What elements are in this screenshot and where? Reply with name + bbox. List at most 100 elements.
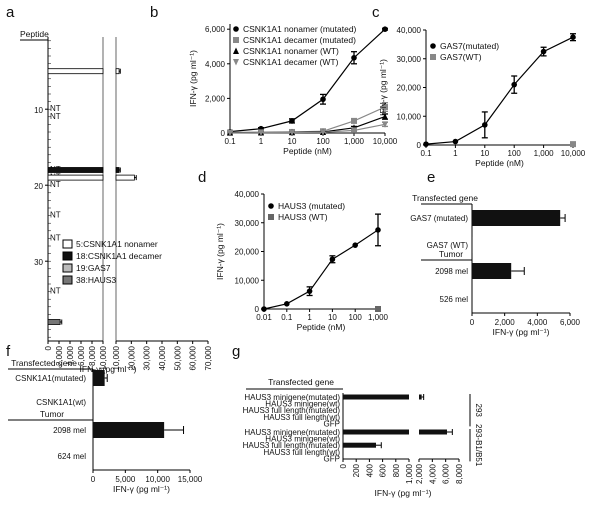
y-tick-label: 10,000 [235, 276, 260, 285]
x-tick-label: 0.01 [256, 313, 272, 322]
data-point [289, 129, 295, 136]
nt-label: NT [50, 112, 61, 121]
x-tick-label: 1,000 [344, 137, 365, 146]
y-tick-label: 0 [255, 305, 260, 314]
x-tick-label: 6,000 [560, 318, 581, 327]
x-tick-label: 20,000 [127, 345, 136, 370]
x-tick-label: 0 [44, 345, 53, 350]
y-axis-label: IFN-γ (pg ml⁻¹) [378, 59, 388, 116]
data-point [382, 121, 388, 128]
legend-entry: CSNK1A1 nonamer (WT) [243, 46, 339, 56]
x-tick-label: 0.1 [281, 313, 293, 322]
legend-marker [233, 26, 239, 32]
bar-tail [115, 174, 135, 181]
x-tick-label: 10 [288, 137, 297, 146]
x-axis-label: IFN-γ (pg ml⁻¹) [80, 364, 137, 374]
x-tick-label: 400 [365, 463, 374, 477]
panel-label-b: b [150, 4, 158, 21]
chart-b: 0.1 1 10 100 1,000 10,000 0 2,000 4,000 6,000 Pept… [188, 24, 398, 156]
category-label: HAUS3 full length(wt) [264, 448, 341, 457]
category-label: HAUS3 full length(mutated) [243, 441, 341, 450]
y-tick-label: 40,000 [397, 26, 422, 35]
category-label: GFP [324, 454, 340, 463]
chart-c: 0.1 1 10 100 1,000 10,000 0 10,000 20,000 30,000 4… [378, 26, 586, 168]
x-tick-label: 800 [392, 463, 401, 477]
data-point [540, 48, 547, 55]
x-tick-label: 1 [307, 313, 312, 322]
data-point [320, 129, 326, 136]
bar [472, 263, 512, 279]
y-tick-label: 30,000 [235, 219, 260, 228]
panel-label-d: d [198, 169, 206, 186]
legend-swatch [62, 251, 73, 261]
category-label: GAS7 (WT) [427, 241, 469, 250]
x-tick-label: 2,000 [415, 463, 424, 484]
bar-tail [419, 429, 447, 435]
series-line [263, 229, 379, 310]
data-point [306, 288, 313, 294]
series-line [229, 115, 386, 134]
x-tick-label: 6,000 [77, 345, 86, 366]
data-point [289, 118, 295, 124]
bar-tail [115, 167, 120, 173]
x-tick-label: 10 [480, 149, 489, 158]
y-tick-label: 0 [221, 129, 226, 138]
x-tick-label: 1,000 [368, 313, 389, 322]
bar [472, 210, 561, 226]
legend-entry: HAUS3 (WT) [278, 212, 328, 222]
data-point [351, 117, 357, 124]
legend-swatch [62, 275, 73, 285]
data-point [382, 26, 388, 32]
data-point [351, 54, 357, 61]
bar [93, 422, 165, 438]
legend-entry: 5:CSNK1A1 nonamer [76, 239, 158, 249]
x-tick-label: 50,000 [173, 345, 182, 370]
legend-entry: CSNK1A1 nonamer (mutated) [243, 24, 357, 34]
x-tick-label: 600 [379, 463, 388, 477]
group-header: Transfected gene [11, 358, 77, 368]
chart-d: 0.01 0.1 1 10 100 1,000 0 10,000 20,000 30,000 40,… [215, 190, 389, 332]
y-tick-label: 6,000 [205, 25, 226, 34]
category-label: HAUS3 minigene(wt) [265, 400, 340, 409]
x-tick-label: 2,000 [55, 345, 64, 366]
legend-marker [233, 59, 239, 66]
data-point [482, 122, 488, 128]
x-axis-label: Peptide (nM) [283, 146, 332, 156]
x-tick-label: 4,000 [428, 463, 437, 484]
chart-f: Transfected gene Tumor CSNK1A1(mutated) CSN… [8, 358, 203, 494]
chart-e: Transfected gene Tumor GAS7 (mutated) GAS7 … [410, 193, 580, 337]
x-tick-label: 10 [328, 313, 337, 322]
x-tick-label: 1,000 [405, 463, 414, 484]
group-header: Transfected gene [268, 377, 334, 387]
x-tick-label: 4,000 [527, 318, 548, 327]
x-tick-label: 0.1 [420, 149, 432, 158]
legend-entry: CSNK1A1 decamer (mutated) [243, 35, 356, 45]
x-tick-label: 1,000 [534, 149, 555, 158]
x-tick-label: 30,000 [143, 345, 152, 370]
x-tick-label: 0.1 [224, 137, 236, 146]
chart-a: Peptide102030NTNTNTNTNTNTNTNT02,0004,000… [20, 29, 213, 374]
series-line [425, 36, 574, 145]
legend-marker [268, 214, 274, 220]
y-tick-label: 20,000 [235, 248, 260, 257]
data-point [351, 127, 357, 134]
x-tick-label: 8,000 [88, 345, 97, 366]
legend-marker [268, 203, 274, 209]
row-header: Peptide [20, 29, 49, 39]
category-label: 624 mel [58, 452, 87, 461]
x-tick-label: 10,000 [145, 475, 170, 484]
data-point [329, 256, 336, 263]
series-line [229, 123, 386, 134]
panel-label-c: c [372, 4, 380, 21]
x-axis-label: IFN-γ (pg ml⁻¹) [113, 484, 170, 494]
y-axis-label: IFN-γ (pg ml⁻¹) [215, 223, 225, 280]
bar [343, 442, 376, 448]
x-tick-label: 0 [91, 475, 96, 484]
x-tick-label: 70,000 [204, 345, 213, 370]
bar [343, 429, 409, 435]
panel-label-f: f [6, 343, 11, 360]
legend-marker [233, 47, 239, 54]
x-tick-label: 100 [349, 313, 363, 322]
data-point [284, 301, 290, 307]
category-label: HAUS3 full length(wt) [264, 413, 341, 422]
